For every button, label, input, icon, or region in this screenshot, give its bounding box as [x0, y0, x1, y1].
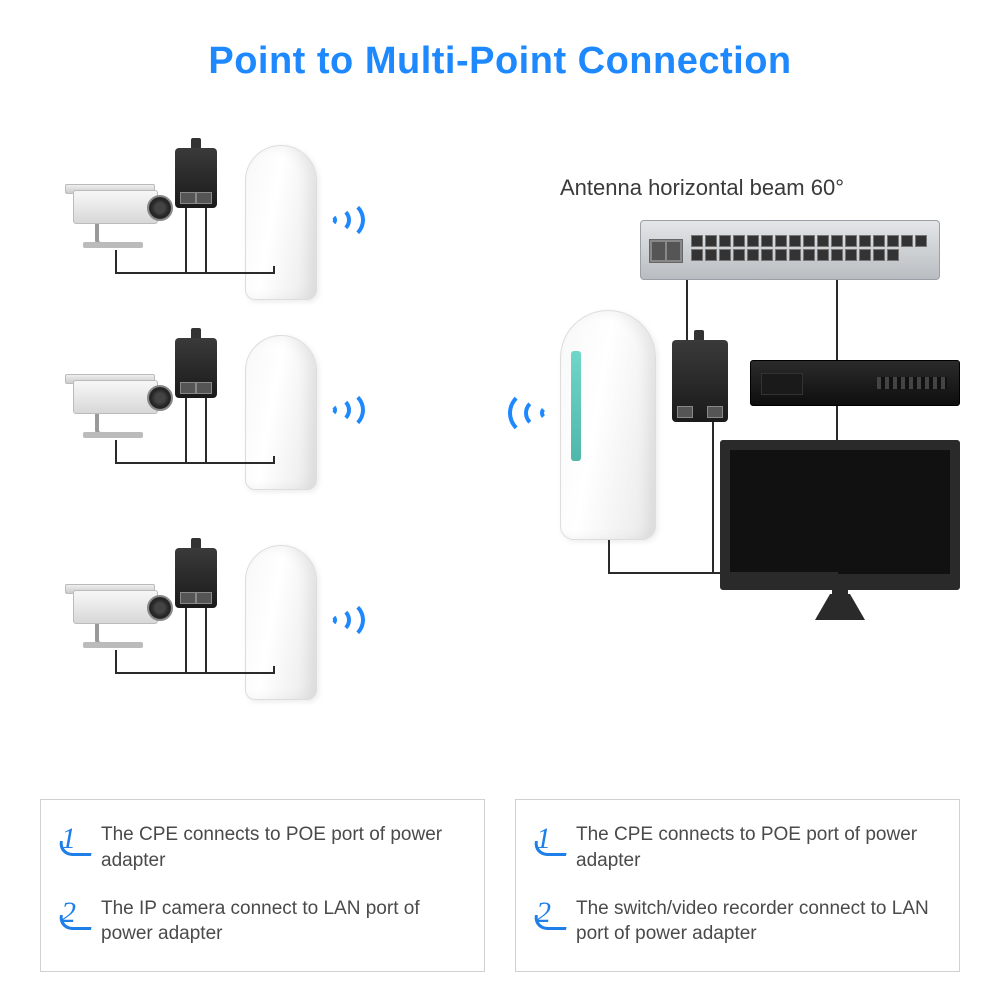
network-switch-icon: [640, 220, 940, 280]
poe-adapter-icon: [175, 548, 217, 608]
camera-unit-3: [55, 540, 365, 710]
instructions-right: 1 The CPE connects to POE port of power …: [515, 799, 960, 972]
wifi-signal-icon: [325, 380, 369, 440]
step-number-badge: 1: [536, 824, 562, 854]
cpe-device-icon: [245, 335, 317, 490]
nvr-recorder-icon: [750, 360, 960, 406]
cpe-device-icon: [245, 145, 317, 300]
ip-camera-icon: [55, 180, 175, 250]
diagram-area: Antenna horizontal beam 60°: [0, 120, 1000, 740]
wifi-signal-icon: [325, 190, 369, 250]
instruction-text: The CPE connects to POE port of power ad…: [576, 822, 939, 873]
instructions-row: 1 The CPE connects to POE port of power …: [40, 799, 960, 972]
instructions-left: 1 The CPE connects to POE port of power …: [40, 799, 485, 972]
step-number-badge: 2: [536, 898, 562, 928]
cpe-receiver-icon: [560, 310, 656, 540]
instruction-item: 1 The CPE connects to POE port of power …: [536, 822, 939, 873]
page-title: Point to Multi-Point Connection: [0, 0, 1000, 83]
instruction-text: The CPE connects to POE port of power ad…: [101, 822, 464, 873]
ip-camera-icon: [55, 370, 175, 440]
camera-unit-1: [55, 140, 365, 310]
monitor-icon: [720, 440, 960, 620]
poe-adapter-icon: [672, 340, 728, 422]
poe-adapter-icon: [175, 338, 217, 398]
step-number-badge: 1: [61, 824, 87, 854]
instruction-text: The switch/video recorder connect to LAN…: [576, 896, 939, 947]
wifi-signal-icon: [510, 380, 554, 440]
step-number-badge: 2: [61, 898, 87, 928]
beam-angle-label: Antenna horizontal beam 60°: [560, 175, 844, 201]
ip-camera-icon: [55, 580, 175, 650]
camera-unit-2: [55, 330, 365, 500]
instruction-item: 1 The CPE connects to POE port of power …: [61, 822, 464, 873]
instruction-item: 2 The IP camera connect to LAN port of p…: [61, 896, 464, 947]
instruction-item: 2 The switch/video recorder connect to L…: [536, 896, 939, 947]
poe-adapter-icon: [175, 148, 217, 208]
switch-ports: [691, 235, 927, 267]
cpe-device-icon: [245, 545, 317, 700]
wifi-signal-icon: [325, 590, 369, 650]
instruction-text: The IP camera connect to LAN port of pow…: [101, 896, 464, 947]
